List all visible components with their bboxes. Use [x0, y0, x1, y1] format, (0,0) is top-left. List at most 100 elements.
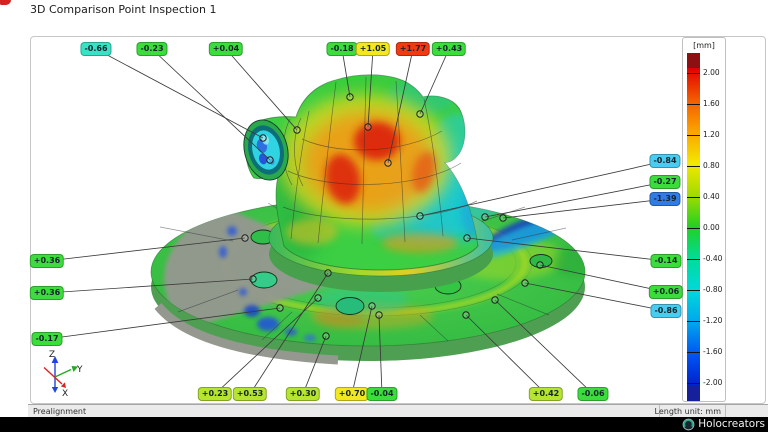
leader-line [484, 181, 666, 218]
scale-over-range-block [687, 53, 700, 68]
measurement-point[interactable] [375, 311, 383, 319]
measurement-label[interactable]: -0.66 [80, 42, 112, 56]
model-body [243, 74, 479, 271]
measurement-point[interactable] [293, 126, 301, 134]
scale-tick-label: -2.00 [703, 378, 723, 387]
measurement-point[interactable] [346, 93, 354, 101]
measurement-label[interactable]: +0.43 [431, 42, 467, 56]
footer-bar: Holocreators [0, 417, 768, 432]
leader-line [387, 48, 414, 164]
leader-line [419, 48, 450, 115]
scale-tick-label: -1.20 [703, 316, 723, 325]
scale-unit-label: [mm] [693, 41, 715, 50]
z-axis-label: Z [49, 350, 55, 360]
scale-tick-mark [687, 165, 700, 167]
measurement-point[interactable] [463, 234, 471, 242]
y-axis-arrow [71, 366, 78, 372]
measurement-label[interactable]: -0.86 [650, 304, 682, 318]
measurement-label[interactable]: -0.14 [650, 254, 682, 268]
leader-line [466, 237, 667, 262]
measurement-point[interactable] [481, 213, 489, 221]
measurement-label[interactable]: +0.42 [528, 387, 564, 401]
app-logo-fragment [0, 0, 11, 5]
measurement-point[interactable] [384, 159, 392, 167]
measurement-label[interactable]: +0.23 [197, 387, 233, 401]
measurement-label[interactable]: +0.04 [208, 42, 244, 56]
measurement-label[interactable]: -1.39 [649, 192, 681, 206]
leader-line [225, 48, 298, 131]
alignment-status: Prealignment [33, 407, 87, 416]
scale-gradient-bar [687, 68, 700, 386]
leader-line [351, 305, 373, 395]
leader-line [419, 160, 666, 217]
y-axis-label: Y [76, 365, 83, 375]
color-scale-panel: [mm] 2.00 1.60 1.20 0.80 0.40 0.00 -0.40 -0.80 -… [682, 37, 726, 402]
leader-line [539, 264, 667, 293]
measurement-point[interactable] [249, 275, 257, 283]
measurement-point[interactable] [314, 294, 322, 302]
brand-name: Holocreators [698, 418, 765, 431]
measurement-label[interactable]: -0.04 [366, 387, 398, 401]
measurement-label[interactable]: -0.18 [326, 42, 358, 56]
measurement-label[interactable]: -0.27 [649, 175, 681, 189]
measurement-label[interactable]: -0.06 [577, 387, 609, 401]
status-separator [725, 405, 726, 417]
x-axis-arrow [60, 382, 66, 388]
scale-tick-mark [687, 320, 700, 322]
measurement-point[interactable] [368, 302, 376, 310]
measurement-point[interactable] [416, 110, 424, 118]
flange-missing-data-gray [164, 205, 372, 330]
scale-tick-mark [687, 196, 700, 198]
leader-lines-layer [46, 48, 667, 395]
measurement-label[interactable]: +0.36 [29, 254, 65, 268]
body-section-lines [282, 76, 478, 245]
measurement-point[interactable] [259, 134, 267, 142]
measurement-point[interactable] [536, 261, 544, 269]
measurement-point[interactable] [276, 304, 284, 312]
measurement-point[interactable] [324, 269, 332, 277]
measurement-label[interactable]: +0.36 [29, 286, 65, 300]
leader-line [494, 299, 594, 395]
measurement-label[interactable]: +1.77 [395, 42, 431, 56]
measurement-point[interactable] [462, 311, 470, 319]
measurement-point[interactable] [266, 156, 274, 164]
scale-tick-mark [687, 289, 700, 291]
page-title: 3D Comparison Point Inspection 1 [30, 3, 217, 16]
leader-line [341, 48, 351, 98]
status-bar: Prealignment Length unit: mm [28, 404, 768, 417]
scale-under-range-block [687, 386, 700, 401]
leader-line [367, 48, 374, 128]
scale-tick-mark [687, 103, 700, 105]
measurement-point[interactable] [416, 212, 424, 220]
scale-tick-label: 2.00 [703, 68, 720, 77]
scale-tick-mark [687, 258, 700, 260]
leader-line [214, 297, 319, 395]
measurement-label[interactable]: +0.06 [648, 285, 684, 299]
measurement-label[interactable]: -0.17 [31, 332, 63, 346]
scale-tick-label: 0.80 [703, 161, 720, 170]
x-axis-label: X [62, 389, 68, 399]
scale-tick-label: -0.40 [703, 254, 723, 263]
measurement-point[interactable] [322, 332, 330, 340]
measurement-point[interactable] [364, 123, 372, 131]
model-port-cap [243, 119, 289, 181]
measurement-label[interactable]: -0.23 [136, 42, 168, 56]
leader-line [46, 307, 281, 340]
measurement-label[interactable]: +0.70 [334, 387, 370, 401]
measurement-point[interactable] [241, 234, 249, 242]
measurement-label[interactable]: +0.53 [232, 387, 268, 401]
z-axis-arrow [51, 356, 59, 363]
flange-rim-gray [154, 303, 339, 365]
scale-tick-label: 0.40 [703, 192, 720, 201]
measurement-point[interactable] [491, 296, 499, 304]
measurement-point[interactable] [499, 214, 507, 222]
status-separator [659, 405, 660, 417]
scale-tick-label: 1.60 [703, 99, 720, 108]
leader-line [46, 278, 254, 294]
measurement-label[interactable]: +0.30 [285, 387, 321, 401]
leader-line [524, 282, 667, 312]
measurement-label[interactable]: +1.05 [355, 42, 391, 56]
measurement-point[interactable] [521, 279, 529, 287]
measurement-label[interactable]: -0.84 [649, 154, 681, 168]
